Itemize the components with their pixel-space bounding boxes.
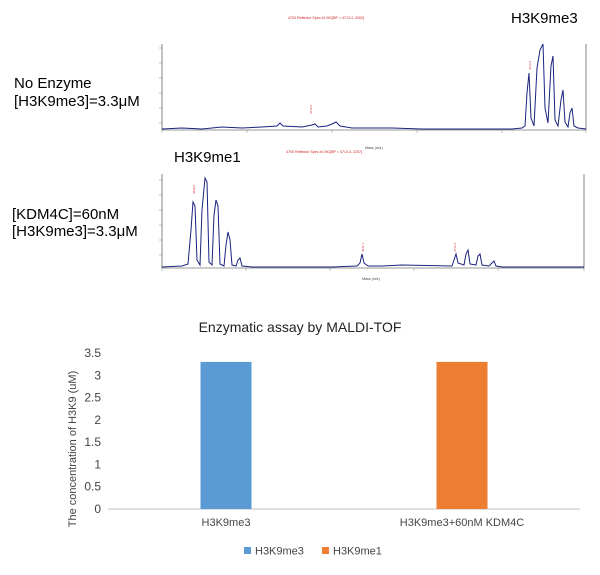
x-tick-label-0: H3K9me3 bbox=[202, 517, 251, 529]
legend-swatch-H3K9me3 bbox=[244, 547, 251, 554]
y-tick-label-7: 3.5 bbox=[84, 346, 101, 360]
spectrum1-ticks bbox=[159, 47, 587, 133]
spectrum2-peak-annotation-2: 4671.1 bbox=[361, 242, 365, 252]
spectrum2-xlabel: Mass (m/z) bbox=[362, 277, 380, 281]
y-tick-label-1: 0.5 bbox=[84, 480, 101, 494]
y-tick-label-2: 1 bbox=[94, 457, 101, 471]
y-axis-label: The concentration of H3K9 (uM) bbox=[67, 371, 79, 528]
spectrum2-ticks bbox=[159, 179, 585, 271]
legend-swatch-H3K9me1 bbox=[322, 547, 329, 554]
spectrum2-condition-line1: [KDM4C]=60nM bbox=[12, 206, 120, 223]
legend-label-H3K9me1: H3K9me1 bbox=[333, 546, 382, 558]
spectrum2-header: 4700 Reflector Spec #1 MC[BP = 4713.4, 2… bbox=[286, 150, 362, 154]
spectrum1-header: 4700 Reflector Spec #1 MC[BP = 4713.4, 2… bbox=[288, 16, 364, 20]
spectrum2-trace bbox=[161, 176, 584, 268]
y-tick-label-3: 1.5 bbox=[84, 435, 101, 449]
bar-chart: 0 0.5 1 1.5 2 2.5 3 3.5 H3K9me3 H3K9me3+60nM KDM4… bbox=[67, 346, 580, 558]
y-tick-label-6: 3 bbox=[94, 368, 101, 382]
spectrum2-peak-annotation-1: 4629.0 bbox=[192, 184, 196, 194]
y-tick-label-0: 0 bbox=[94, 502, 101, 516]
y-tick-label-5: 2.5 bbox=[84, 391, 101, 405]
spectrum2-peak-annotation-3: 4713.4 bbox=[453, 242, 457, 252]
spectrum1-peak-annotation: 4713.4 bbox=[309, 104, 313, 114]
spectrum2-condition-line2: [H3K9me3]=3.3μM bbox=[12, 223, 138, 240]
chart-title: Enzymatic assay by MALDI-TOF bbox=[198, 319, 402, 335]
spectrum1-plot: 4713.4 4713.4 bbox=[159, 43, 587, 133]
spectrum1-main-peak-annotation: 4713.4 bbox=[528, 60, 532, 70]
spectrum2-peak-label: H3K9me1 bbox=[174, 149, 241, 166]
spectrum1-condition-line2: [H3K9me3]=3.3μM bbox=[14, 93, 140, 110]
spectrum1-peak-label: H3K9me3 bbox=[511, 10, 578, 27]
spectrum2-plot: 4629.0 4671.1 4713.4 bbox=[159, 174, 585, 271]
spectrum1-condition-line1: No Enzyme bbox=[14, 75, 92, 92]
spectrum1-trace bbox=[161, 43, 587, 130]
bar-H3K9me3-0 bbox=[200, 361, 252, 509]
bar-H3K9me1-1 bbox=[436, 361, 488, 509]
x-tick-label-1: H3K9me3+60nM KDM4C bbox=[400, 517, 524, 529]
legend-label-H3K9me3: H3K9me3 bbox=[255, 546, 304, 558]
y-tick-label-4: 2 bbox=[94, 413, 101, 427]
spectrum1-xlabel: Mass (m/z) bbox=[365, 146, 383, 150]
